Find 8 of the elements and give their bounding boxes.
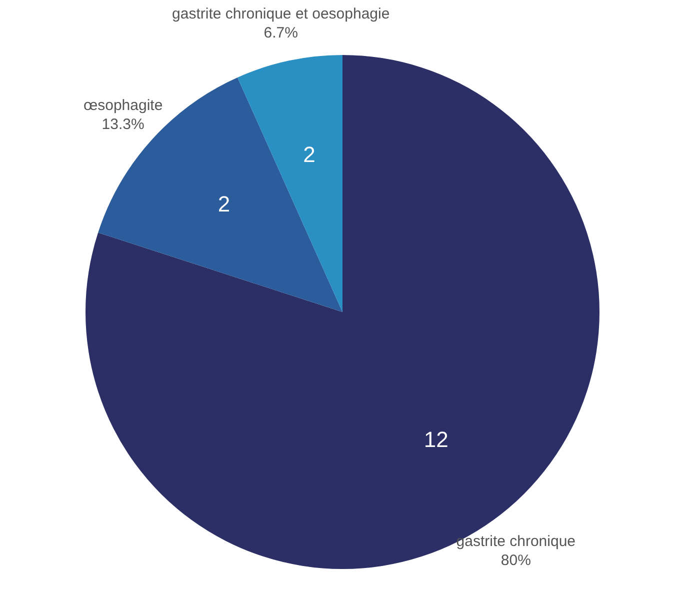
data-label: 13.3% (102, 116, 144, 133)
text: 2 (218, 192, 230, 217)
data-label: 80% (500, 552, 531, 569)
text: 12 (424, 426, 448, 452)
text: 2 (303, 142, 316, 168)
slice-label: gastrite chronique et oesophagie (172, 6, 390, 23)
slice-label: œsophagite (83, 96, 163, 114)
data-label: 6.7% (264, 24, 298, 42)
